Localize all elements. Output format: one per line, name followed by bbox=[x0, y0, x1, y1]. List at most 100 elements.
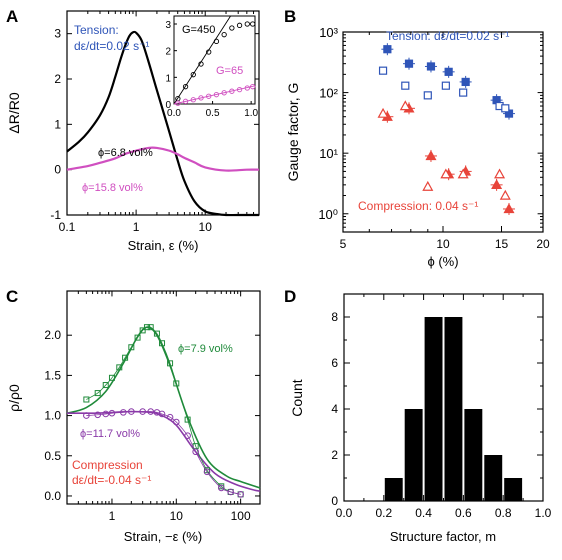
panel-b-point-2 bbox=[491, 179, 503, 190]
panel-b-y-tick-label: 10¹ bbox=[319, 146, 338, 161]
panel-b-point-0 bbox=[383, 45, 392, 54]
panel-b-point-1 bbox=[459, 88, 468, 97]
panel-a-inset-point-1 bbox=[190, 97, 196, 103]
panel-a-frame bbox=[66, 10, 260, 216]
panel-c-point-0 bbox=[108, 374, 115, 381]
panel-a-x-tick-label: 0.1 bbox=[59, 220, 76, 234]
panel-b-point-3 bbox=[422, 180, 434, 191]
panel-a-xlabel: Strain, ε (%) bbox=[128, 238, 199, 253]
panel-c-xlabel: Strain, −ε (%) bbox=[124, 529, 202, 544]
panel-d-x-tick-label: 0.4 bbox=[415, 506, 432, 520]
panel-c-y-tick-label: 1.0 bbox=[44, 409, 61, 423]
panel-a-inset-x-tick-label: 0.5 bbox=[206, 108, 220, 119]
panel-a-inset-point-0 bbox=[190, 72, 196, 78]
panel-a-inset-point-1 bbox=[198, 95, 204, 101]
panel-a-inset-y-tick-label: 1 bbox=[165, 73, 171, 84]
panel-a-inset-point-1 bbox=[213, 92, 220, 98]
panel-c-point-1 bbox=[173, 418, 180, 426]
panel-c-point-1 bbox=[227, 488, 234, 496]
panel-d-y-tick-label: 8 bbox=[331, 310, 338, 324]
panel-d-x-tick-label: 0.8 bbox=[495, 506, 512, 520]
panel-c: 1 10 100 0.0 0.5 1.0 1.5 2.0 ϕ=7.9 vol% ϕ=11.7 … bbox=[6, 290, 261, 544]
panel-c-point-1 bbox=[184, 432, 191, 439]
panel-c-point-0 bbox=[173, 380, 180, 387]
panel-c-point-1 bbox=[147, 408, 154, 415]
panel-a-inset-y-tick-label: 0 bbox=[165, 100, 171, 111]
panel-d-frame bbox=[343, 293, 544, 502]
panel-c-point-0 bbox=[153, 330, 160, 337]
panel-a-inset-point-1 bbox=[175, 100, 181, 106]
panel-a-y-tick-label: 1 bbox=[54, 117, 61, 131]
panel-b-point-1 bbox=[501, 104, 510, 113]
panel-b-point-3 bbox=[499, 189, 511, 200]
panel-b-x-tick-label: 20 bbox=[536, 237, 550, 251]
panel-b-tension-label: Tension: dε/dt=0.02 s⁻¹ bbox=[386, 29, 509, 43]
panel-d-y-tick-label: 6 bbox=[331, 356, 338, 370]
panel-a-x-tick-label: 10 bbox=[199, 220, 213, 234]
panel-c-y-tick-label: 2.0 bbox=[44, 328, 61, 342]
panel-a-series-magenta-label: ϕ=15.8 vol% bbox=[82, 182, 143, 194]
panel-c-point-1 bbox=[128, 408, 135, 415]
panel-d-bar bbox=[404, 409, 423, 501]
panel-a-inset-g450: G=450 bbox=[182, 24, 215, 36]
panel-c-x-tick-label: 1 bbox=[109, 509, 116, 523]
panel-b-xlabel: ϕ (%) bbox=[427, 254, 458, 269]
panel-d-y-tick-label: 4 bbox=[331, 402, 338, 416]
panel-d-x-tick-label: 0.0 bbox=[336, 506, 353, 520]
panel-c-point-1 bbox=[237, 491, 244, 498]
panel-c-point-1 bbox=[94, 411, 101, 419]
panel-a-inset-point-0 bbox=[213, 38, 220, 44]
panel-d-xlabel: Structure factor, m bbox=[390, 529, 496, 544]
panel-b-point-0 bbox=[404, 59, 414, 68]
panel-a-inset-point-1 bbox=[182, 98, 189, 104]
panel-c-point-0 bbox=[134, 334, 141, 341]
panel-b-y-tick-label: 10⁰ bbox=[318, 207, 338, 222]
panel-c-series-purple-label: ϕ=11.7 vol% bbox=[80, 428, 140, 440]
panel-c-ylabel: ρ/ρ0 bbox=[6, 384, 22, 412]
panel-c-point-0 bbox=[83, 396, 90, 403]
panel-c-fit-line-1 bbox=[66, 410, 261, 492]
panel-b-y-tick-label: 10³ bbox=[319, 25, 338, 40]
panel-d-bar bbox=[504, 478, 523, 501]
panel-label-a: A bbox=[6, 7, 18, 26]
panel-a-inset-x-tick-label: 1.0 bbox=[244, 108, 258, 119]
panel-c-point-1 bbox=[158, 410, 166, 418]
panel-c-x-tick-label: 10 bbox=[170, 509, 184, 523]
panel-c-point-1 bbox=[192, 448, 199, 456]
panel-d-bar bbox=[444, 317, 463, 501]
panel-b-point-3 bbox=[494, 168, 506, 179]
panel-b-ylabel: Gauge factor, G bbox=[285, 83, 301, 182]
panel-a-inset-point-0 bbox=[250, 21, 256, 27]
panel-c-y-tick-label: 0.5 bbox=[44, 449, 61, 463]
panel-a-inset-point-1 bbox=[236, 86, 243, 93]
panel-a-series-black-label: ϕ=6.8 vol% bbox=[98, 147, 153, 159]
panel-d-bar bbox=[424, 317, 443, 501]
panel-a-y-tick-label: 3 bbox=[54, 27, 61, 41]
panel-b-x-tick-label: 5 bbox=[340, 237, 347, 251]
panel-b-point-3 bbox=[399, 100, 411, 111]
panel-c-frame bbox=[66, 290, 261, 505]
panel-a-inset-point-0 bbox=[244, 21, 250, 27]
panel-b-point-0 bbox=[426, 62, 436, 71]
panel-d: 0.0 0.2 0.4 0.6 0.8 1.0 0 2 4 6 8 Count Structure … bbox=[289, 293, 552, 544]
panel-b-x-tick-label: 10 bbox=[436, 237, 450, 251]
panel-d-y-tick-label: 2 bbox=[331, 448, 338, 462]
panel-a-inset-point-1 bbox=[250, 84, 256, 90]
panel-c-point-1 bbox=[102, 410, 110, 418]
panel-a-inset-point-0 bbox=[206, 49, 212, 55]
panel-c-point-0 bbox=[102, 382, 109, 389]
panel-a-inset-point-0 bbox=[221, 32, 227, 38]
panel-a-tension-label: Tension: bbox=[74, 23, 119, 37]
panel-b-point-0 bbox=[444, 67, 453, 76]
panel-c-point-0 bbox=[139, 327, 146, 334]
panel-a-inset-point-1 bbox=[221, 90, 227, 96]
panel-c-point-0 bbox=[167, 360, 174, 367]
panel-label-b: B bbox=[284, 7, 296, 26]
panel-label-c: C bbox=[6, 287, 18, 306]
panel-a-inset-y-tick-label: 2 bbox=[165, 47, 171, 58]
panel-d-ylabel: Count bbox=[289, 379, 305, 416]
panel-a-y-tick-label: 0 bbox=[54, 163, 61, 177]
panel-c-point-1 bbox=[217, 484, 225, 492]
panel-c-point-0 bbox=[122, 354, 129, 361]
panel-a-y-tick-label: -1 bbox=[50, 208, 61, 222]
